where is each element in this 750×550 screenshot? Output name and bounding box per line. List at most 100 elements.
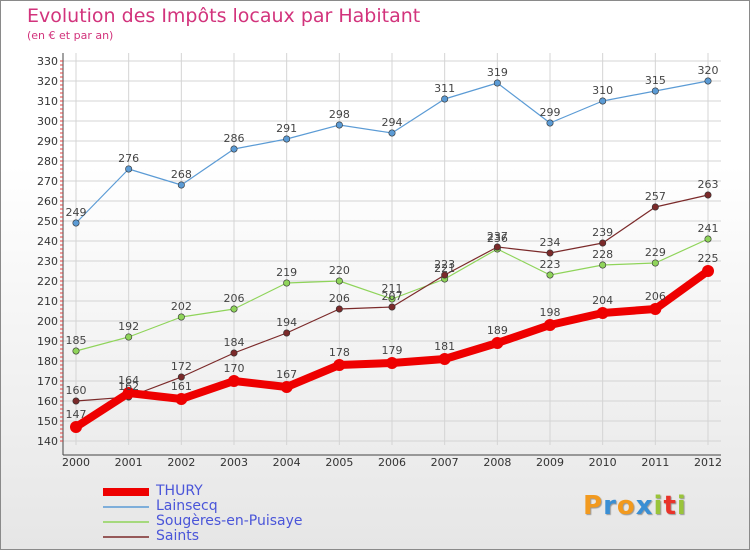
- legend-label: Saints: [156, 528, 200, 544]
- data-label: 162: [118, 380, 139, 393]
- y-tick-label: 150: [37, 415, 58, 428]
- y-tick-label: 160: [37, 395, 58, 408]
- data-point: [546, 249, 554, 257]
- data-label: 223: [434, 258, 455, 271]
- data-label: 241: [698, 222, 719, 235]
- data-label: 225: [698, 252, 719, 265]
- x-tick-label: 2005: [325, 456, 353, 469]
- data-label: 315: [645, 74, 666, 87]
- data-point: [441, 95, 449, 103]
- x-tick-label: 2002: [167, 456, 195, 469]
- data-label: 229: [645, 246, 666, 259]
- y-tick-label: 280: [37, 155, 58, 168]
- data-label: 206: [224, 292, 245, 305]
- x-tick-label: 2004: [273, 456, 301, 469]
- data-point: [125, 333, 133, 341]
- data-label: 147: [66, 408, 87, 421]
- logo-letter: o: [616, 491, 636, 521]
- data-label: 160: [66, 384, 87, 397]
- chart-axes: [60, 53, 721, 456]
- data-point: [280, 381, 293, 393]
- logo-letter: i: [676, 491, 687, 521]
- data-label: 189: [487, 324, 508, 337]
- data-point: [230, 145, 238, 153]
- data-label: 178: [329, 346, 350, 359]
- data-label: 219: [276, 266, 297, 279]
- data-point: [388, 295, 396, 303]
- logo-letter: r: [603, 491, 617, 521]
- y-tick-label: 300: [37, 115, 58, 128]
- legend-label: Sougères-en-Puisaye: [156, 513, 303, 529]
- data-label: 206: [329, 292, 350, 305]
- y-tick-label: 170: [37, 375, 58, 388]
- legend-label: THURY: [156, 483, 203, 499]
- x-tick-label: 2012: [694, 456, 722, 469]
- data-point: [651, 203, 659, 211]
- data-label: 236: [487, 232, 508, 245]
- data-label: 164: [118, 374, 139, 387]
- x-tick-label: 2001: [115, 456, 143, 469]
- data-label: 161: [171, 380, 192, 393]
- y-tick-label: 200: [37, 315, 58, 328]
- x-tick-label: 2009: [536, 456, 564, 469]
- data-point: [546, 271, 554, 279]
- data-label: 198: [540, 306, 561, 319]
- data-point: [702, 265, 714, 277]
- y-tick-label: 210: [37, 295, 58, 308]
- data-point: [283, 329, 291, 337]
- data-label: 220: [329, 264, 350, 277]
- data-point: [599, 97, 607, 105]
- data-point: [70, 421, 82, 433]
- data-point: [386, 357, 398, 369]
- data-point: [438, 353, 451, 365]
- legend-swatch: [103, 536, 149, 538]
- data-point: [704, 191, 712, 199]
- y-tick-label: 240: [37, 235, 58, 248]
- data-label: 228: [592, 248, 613, 261]
- data-label: 291: [276, 122, 297, 135]
- y-tick-label: 310: [37, 95, 58, 108]
- data-point: [546, 119, 554, 127]
- data-point: [493, 243, 501, 251]
- data-point: [596, 307, 609, 319]
- legend-swatch: [103, 506, 149, 508]
- proxiti-logo: Proxiti: [583, 491, 687, 521]
- data-label: 249: [66, 206, 87, 219]
- data-label: 192: [118, 320, 139, 333]
- logo-letter: P: [583, 491, 604, 521]
- data-label: 204: [592, 294, 613, 307]
- data-label: 257: [645, 190, 666, 203]
- series-lines: [70, 77, 714, 433]
- data-point: [122, 387, 135, 399]
- data-label: 167: [276, 368, 297, 381]
- y-tick-label: 330: [37, 55, 58, 68]
- logo-letter: t: [663, 491, 677, 521]
- data-label: 239: [592, 226, 613, 239]
- y-tick-label: 270: [37, 175, 58, 188]
- x-axis-ticks: 2000 2001 2002 2003 2004 2005 2006 2007 2008 2009…: [62, 456, 722, 469]
- data-label: 207: [382, 290, 403, 303]
- data-label: 310: [592, 84, 613, 97]
- x-tick-label: 2008: [483, 456, 511, 469]
- data-label: 320: [698, 64, 719, 77]
- data-labels: 249 276 268 286 291 298 294 311 319 299 310 315 320 1…: [66, 64, 719, 421]
- data-point: [177, 313, 185, 321]
- data-point: [441, 271, 449, 279]
- data-label: 294: [382, 116, 403, 129]
- data-label: 234: [540, 236, 561, 249]
- data-point: [493, 79, 501, 87]
- data-label: 299: [540, 106, 561, 119]
- data-point: [230, 305, 238, 313]
- data-point: [388, 129, 396, 137]
- data-label: 185: [66, 334, 87, 347]
- y-tick-label: 320: [37, 75, 58, 88]
- data-point: [651, 87, 659, 95]
- data-point: [230, 349, 238, 357]
- data-label: 172: [171, 360, 192, 373]
- data-label: 223: [540, 258, 561, 271]
- data-point: [651, 259, 659, 267]
- data-label: 179: [382, 344, 403, 357]
- y-tick-label: 140: [37, 435, 58, 448]
